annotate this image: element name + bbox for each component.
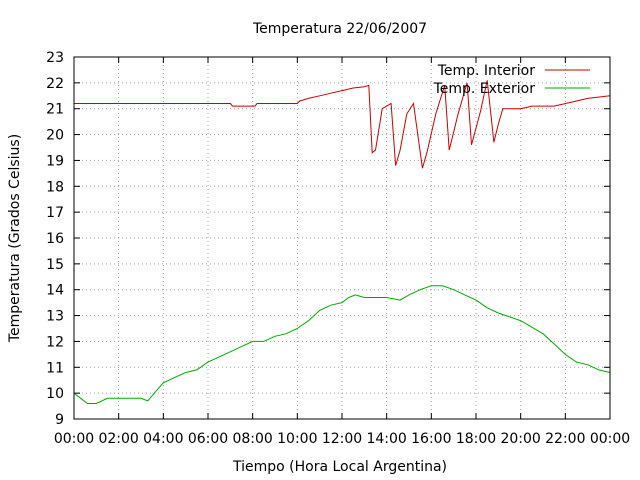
x-tick-label: 00:00 <box>54 431 94 447</box>
x-tick-label: 02:00 <box>98 431 138 447</box>
x-tick-label: 18:00 <box>456 431 496 447</box>
y-tick-label: 14 <box>46 283 64 299</box>
y-tick-label: 16 <box>46 231 64 247</box>
y-tick-label: 22 <box>46 76 64 92</box>
y-tick-label: 9 <box>55 412 64 428</box>
y-tick-label: 15 <box>46 257 64 273</box>
grid <box>74 57 610 419</box>
y-tick-label: 10 <box>46 386 64 402</box>
y-tick-label: 19 <box>46 153 64 169</box>
x-tick-label: 16:00 <box>411 431 451 447</box>
y-tick-label: 21 <box>46 102 64 118</box>
x-tick-label: 06:00 <box>188 431 228 447</box>
x-tick-label: 14:00 <box>366 431 406 447</box>
legend-label: Temp. Interior <box>437 63 536 79</box>
x-tick-label: 20:00 <box>500 431 540 447</box>
plot-frame <box>73 56 611 420</box>
y-tick-label: 11 <box>46 360 64 376</box>
series-layer <box>73 80 611 404</box>
x-tick-label: 22:00 <box>545 431 585 447</box>
legend: Temp. Interior Temp. Exterior <box>433 63 590 97</box>
y-tick-label: 12 <box>46 334 64 350</box>
x-tick-label: 10:00 <box>277 431 317 447</box>
y-axis-label: Temperatura (Grados Celsius) <box>7 134 23 343</box>
series-line-temp-exterior <box>73 285 611 404</box>
x-tick-label: 08:00 <box>232 431 272 447</box>
x-tick-label: 12:00 <box>322 431 362 447</box>
y-tick-label: 23 <box>46 50 64 66</box>
y-tick-label: 13 <box>46 309 64 325</box>
y-tick-label: 17 <box>46 205 64 221</box>
x-axis-label: Tiempo (Hora Local Argentina) <box>232 459 447 475</box>
series-line-temp-interior <box>74 80 611 169</box>
y-tick-label: 20 <box>46 128 64 144</box>
y-tick-label: 18 <box>46 179 64 195</box>
x-tick-label: 00:00 <box>590 431 630 447</box>
chart-title: Temperatura 22/06/2007 <box>252 21 427 37</box>
legend-label: Temp. Exterior <box>433 81 536 97</box>
x-tick-label: 04:00 <box>143 431 183 447</box>
